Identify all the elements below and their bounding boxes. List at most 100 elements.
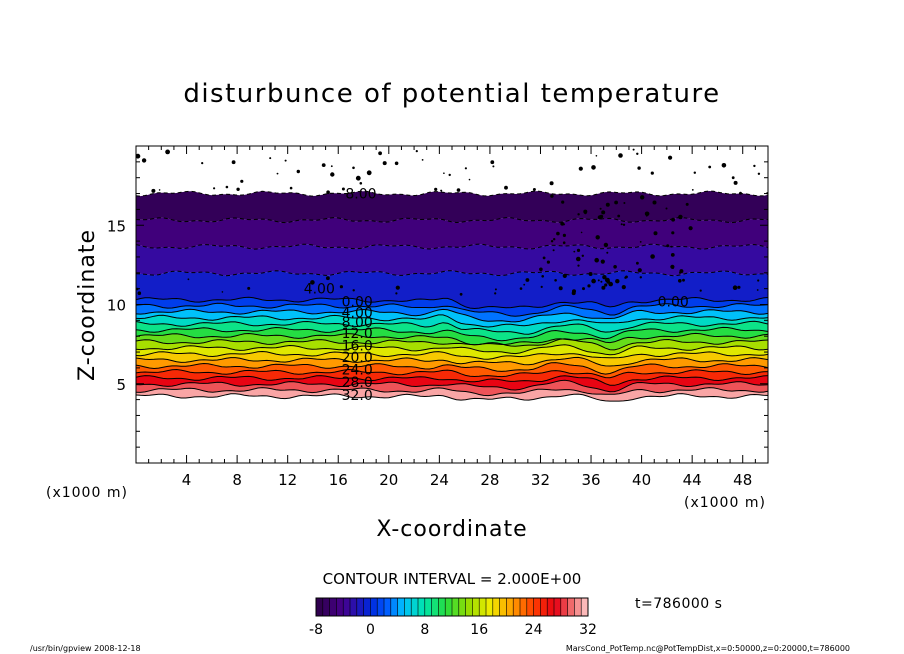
- contour-speck: [494, 292, 497, 295]
- contour-speck: [541, 275, 544, 278]
- contour-speck: [552, 249, 555, 252]
- contour-label: 4.00: [304, 282, 335, 298]
- contour-speck: [737, 285, 741, 289]
- contour-speck: [640, 195, 645, 200]
- contour-band: [136, 314, 768, 335]
- contour-speck: [671, 217, 675, 222]
- contour-label: 0.00: [342, 294, 373, 310]
- contour-speck: [595, 235, 600, 240]
- colorbar-swatch: [404, 598, 412, 616]
- contour-speck: [601, 210, 606, 215]
- contour-speck: [599, 207, 602, 210]
- contour-speck: [571, 291, 576, 296]
- contour-line: [136, 296, 768, 310]
- contour-speck: [158, 189, 161, 191]
- contour-speck: [269, 157, 272, 160]
- contour-label: 0.00: [658, 294, 689, 310]
- contour-line: [136, 350, 768, 360]
- contour-speck: [753, 164, 756, 168]
- contour-speck: [699, 289, 702, 292]
- contour-band: [136, 387, 768, 402]
- contour-line: [136, 379, 768, 393]
- plot-area: 8.004.000.00 0.004.008.0012.016.020.024.0…: [136, 146, 768, 463]
- colorbar-swatch: [506, 598, 514, 616]
- contour-band: [136, 191, 768, 223]
- colorbar-swatch: [350, 598, 358, 616]
- contour-line: [136, 314, 768, 328]
- contour-speck: [670, 245, 673, 248]
- contour-band: [136, 217, 768, 250]
- contour-speck: [201, 162, 204, 165]
- contour-speck: [236, 187, 240, 191]
- contour-speck: [739, 191, 742, 195]
- contour-label: 8.00: [345, 187, 376, 203]
- contour-speck: [682, 278, 685, 282]
- contour-label: 20.0: [342, 350, 373, 366]
- contour-speck: [615, 279, 620, 284]
- contour-speck: [136, 153, 141, 159]
- contour-line: [136, 243, 768, 250]
- contour-speck: [600, 280, 603, 283]
- contour-speck: [576, 248, 581, 252]
- contour-speck: [671, 231, 675, 235]
- contour-label: 12.0: [342, 326, 373, 342]
- contour-speck: [395, 285, 400, 290]
- contour-speck: [276, 172, 279, 175]
- contour-speck: [415, 150, 418, 153]
- contour-speck: [623, 202, 626, 204]
- colorbar-swatch: [465, 598, 473, 616]
- footer-right: MarsCond_PotTemp.nc@PotTempDist,x=0:5000…: [566, 644, 850, 653]
- contour-speck: [621, 285, 626, 290]
- contour-speck: [339, 285, 343, 289]
- contour-speck: [665, 207, 668, 210]
- contour-speck: [591, 278, 596, 284]
- colorbar-swatch: [472, 598, 480, 616]
- contour-speck: [395, 292, 398, 295]
- contour-speck: [525, 278, 530, 282]
- contour-line: [136, 356, 768, 367]
- contour-line: [136, 308, 768, 323]
- colorbar-swatch: [533, 598, 541, 616]
- contour-speck: [732, 285, 738, 291]
- x-axis-title: X-coordinate: [376, 517, 527, 542]
- contour-speck: [492, 165, 495, 168]
- x-tick-label: 44: [683, 471, 702, 489]
- colorbar-swatch: [384, 598, 392, 616]
- contour-speck: [637, 166, 641, 170]
- contour-line: [136, 368, 768, 379]
- y-unit-label: (x1000 m): [46, 485, 128, 501]
- colorbar-swatch: [445, 598, 453, 616]
- x-unit-label: (x1000 m): [684, 495, 766, 511]
- y-tick-label: 10: [107, 297, 126, 315]
- contour-speck: [562, 241, 566, 244]
- contour-speck: [247, 286, 251, 290]
- colorbar-swatch: [452, 598, 460, 616]
- colorbar-swatch: [526, 598, 535, 616]
- contour-speck: [519, 287, 523, 290]
- y-tick-label: 5: [116, 376, 126, 394]
- colorbar-swatch: [322, 598, 331, 616]
- contour-speck: [600, 259, 605, 264]
- y-tick-label: 15: [107, 217, 126, 235]
- contour-speck: [550, 240, 554, 243]
- colorbar-swatch: [343, 598, 351, 616]
- contour-speck: [603, 242, 609, 248]
- contour-band: [136, 375, 768, 392]
- contour-speck: [620, 223, 623, 226]
- contour-speck: [355, 175, 361, 181]
- contour-speck: [636, 152, 639, 155]
- contour-speck: [440, 189, 443, 192]
- contour-band: [136, 333, 768, 350]
- contour-speck: [594, 257, 599, 263]
- contour-speck: [625, 275, 628, 279]
- chart-title: disturbunce of potential temperature: [183, 79, 720, 109]
- contour-speck: [587, 284, 591, 288]
- contour-speck: [532, 188, 536, 191]
- contour-interval-label: CONTOUR INTERVAL = 2.000E+00: [323, 570, 582, 588]
- contour-speck: [757, 172, 761, 175]
- contour-speck: [617, 214, 621, 218]
- contour-speck: [141, 158, 147, 163]
- contour-speck: [382, 161, 387, 166]
- contour-label: 24.0: [342, 362, 373, 378]
- contour-speck: [595, 155, 598, 157]
